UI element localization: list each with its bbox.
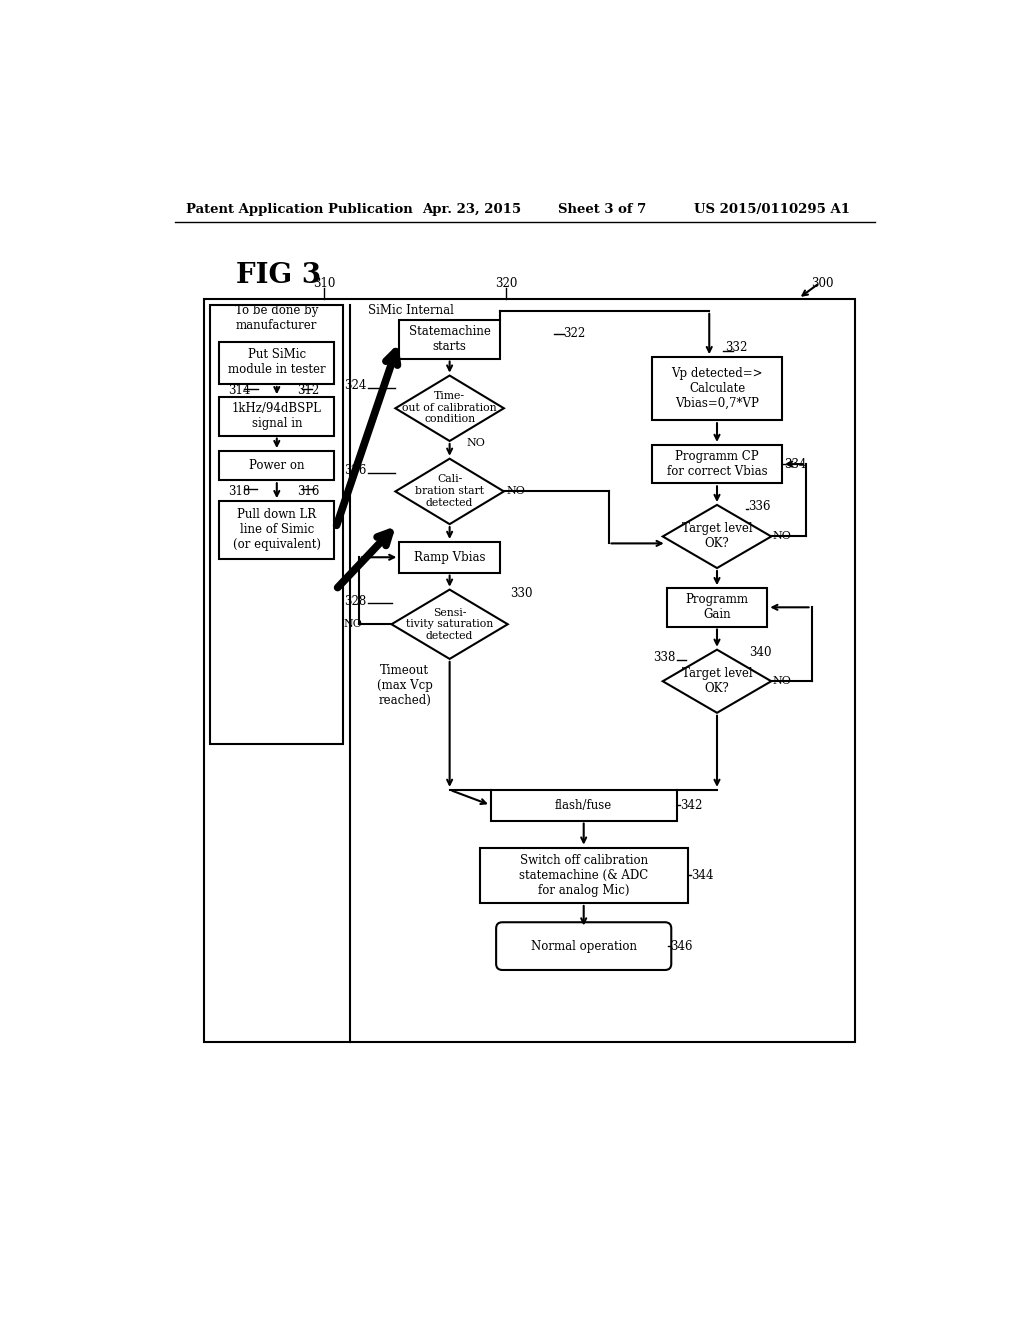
Text: Put SiMic
module in tester: Put SiMic module in tester [228, 348, 326, 376]
Text: Sensi-
tivity saturation
detected: Sensi- tivity saturation detected [406, 607, 494, 640]
Text: Cali-
bration start
detected: Cali- bration start detected [415, 474, 484, 508]
Bar [399, 321, 500, 359]
Text: 330: 330 [510, 587, 532, 601]
Text: Programm CP
for correct Vbias: Programm CP for correct Vbias [667, 450, 767, 478]
Text: 324: 324 [344, 379, 367, 392]
Bar [219, 451, 334, 480]
Text: 1kHz/94dBSPL
signal in: 1kHz/94dBSPL signal in [231, 403, 322, 430]
Bar [204, 298, 855, 1043]
Polygon shape [663, 649, 771, 713]
Text: Timeout
(max Vcp
reached): Timeout (max Vcp reached) [377, 664, 432, 708]
Text: Vp detected=>
Calculate
Vbias=0,7*VP: Vp detected=> Calculate Vbias=0,7*VP [672, 367, 763, 411]
Text: NO: NO [467, 438, 485, 449]
Text: Target level
OK?: Target level OK? [682, 523, 753, 550]
Text: 338: 338 [653, 651, 676, 664]
Text: 310: 310 [313, 277, 335, 289]
Text: 328: 328 [344, 594, 366, 607]
Text: Programm
Gain: Programm Gain [685, 593, 749, 622]
Text: Sheet 3 of 7: Sheet 3 of 7 [558, 203, 646, 216]
Bar [210, 305, 343, 743]
Text: 336: 336 [748, 500, 770, 513]
Bar [652, 358, 782, 420]
Text: NO: NO [343, 619, 362, 630]
Bar [652, 445, 782, 483]
Text: 312: 312 [297, 384, 319, 397]
Bar [480, 847, 687, 903]
Text: 318: 318 [227, 484, 250, 498]
Text: NO: NO [773, 676, 792, 686]
Text: Switch off calibration
statemachine (& ADC
for analog Mic): Switch off calibration statemachine (& A… [519, 854, 648, 896]
Text: Apr. 23, 2015: Apr. 23, 2015 [423, 203, 521, 216]
Text: Patent Application Publication: Patent Application Publication [186, 203, 413, 216]
FancyBboxPatch shape [496, 923, 672, 970]
Text: Time-
out of calibration
condition: Time- out of calibration condition [402, 391, 497, 425]
Text: 300: 300 [812, 277, 835, 289]
Bar [490, 789, 677, 821]
Polygon shape [391, 590, 508, 659]
Text: Power on: Power on [249, 459, 304, 473]
Text: 316: 316 [297, 484, 319, 498]
Text: NO: NO [773, 532, 792, 541]
Text: Normal operation: Normal operation [530, 940, 637, 953]
Text: NO: NO [506, 486, 525, 496]
Text: Pull down LR
line of Simic
(or equivalent): Pull down LR line of Simic (or equivalen… [232, 508, 321, 550]
Bar [667, 589, 767, 627]
Text: Ramp Vbias: Ramp Vbias [414, 550, 485, 564]
Text: SiMic Internal: SiMic Internal [369, 305, 454, 317]
Text: Statemachine
starts: Statemachine starts [409, 325, 490, 354]
Text: 332: 332 [725, 342, 748, 354]
Bar [219, 397, 334, 436]
Polygon shape [395, 376, 504, 441]
Polygon shape [395, 459, 504, 524]
Text: 340: 340 [750, 647, 772, 659]
Text: 326: 326 [344, 463, 367, 477]
Polygon shape [663, 506, 771, 568]
Text: US 2015/0110295 A1: US 2015/0110295 A1 [693, 203, 850, 216]
Text: 320: 320 [495, 277, 517, 289]
Text: 344: 344 [690, 869, 713, 882]
Bar [219, 342, 334, 384]
Text: 334: 334 [784, 458, 807, 471]
Text: flash/fuse: flash/fuse [555, 799, 612, 812]
Text: To be done by
manufacturer: To be done by manufacturer [236, 304, 318, 331]
Text: Target level
OK?: Target level OK? [682, 667, 753, 696]
Bar [399, 543, 500, 573]
Bar [219, 502, 334, 558]
Text: 346: 346 [671, 940, 693, 953]
Text: 322: 322 [563, 327, 586, 341]
Text: FIG 3: FIG 3 [237, 261, 322, 289]
Text: 342: 342 [680, 799, 702, 812]
Text: 314: 314 [227, 384, 250, 397]
